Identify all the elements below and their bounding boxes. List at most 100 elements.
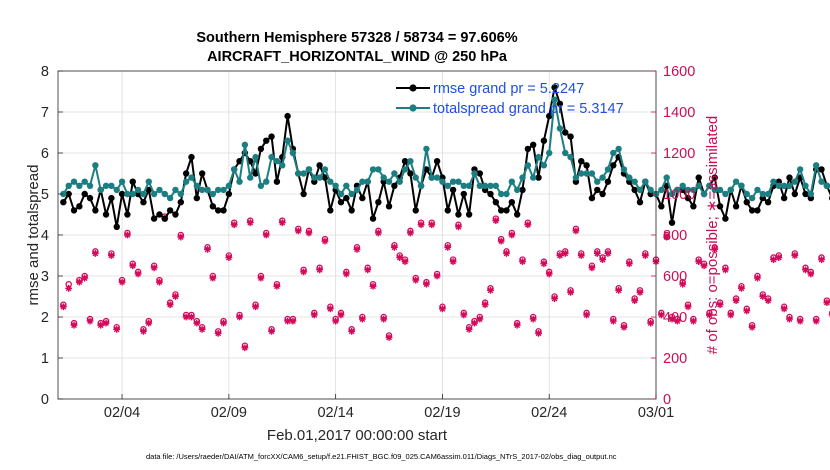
rmse-point [348,207,355,214]
totalspread-point [439,178,446,185]
totalspread-point [156,186,163,194]
rmse-point [594,186,601,194]
totalspread-point [76,182,83,189]
totalspread-point [695,182,702,189]
nused-point [727,311,735,319]
totalspread-point [503,190,510,198]
y-tick-label: 5 [41,187,49,203]
totalspread-point [124,190,131,198]
totalspread-point [529,174,537,181]
nused-point [529,315,537,323]
nused-point [673,317,681,325]
nused-point [695,258,703,266]
rmse-point [423,166,430,173]
totalspread-point [268,153,275,161]
nused-point [540,260,548,268]
totalspread-point [668,190,676,198]
nused-point [369,282,377,290]
x-tick-label: 02/19 [424,405,460,421]
totalspread-point [86,182,94,189]
totalspread-point [311,174,318,181]
totalspread-point [700,190,708,198]
nused-point [97,321,105,329]
totalspread-point [252,153,259,161]
totalspread-point [551,96,558,103]
rmse-point [748,207,756,214]
totalspread-point [129,190,136,198]
rmse-point [668,219,676,226]
rmse-point [401,158,409,165]
totalspread-point [663,174,670,181]
nused-point [423,280,430,288]
rmse-point [108,194,115,202]
totalspread-point [353,186,361,194]
nused-point [294,227,302,235]
x-tick-label: 02/24 [531,405,567,421]
nused-point [503,250,510,257]
totalspread-point [204,186,211,194]
rmse-point [562,129,569,136]
rmse-point [140,199,147,206]
totalspread-point [631,178,638,185]
rmse-point [166,207,174,214]
totalspread-point [465,182,473,189]
rmse-point [636,199,644,206]
nused-point [732,297,740,304]
nused-point [599,256,607,263]
nused-point [102,319,110,327]
nused-point [342,270,350,278]
nused-point [278,219,286,227]
nused-point [321,237,329,245]
nused-point [348,327,356,335]
legend-rmse-marker [409,84,417,92]
nused-point [81,274,89,282]
rmse-point [225,190,233,198]
nused-point [316,266,324,274]
totalspread-point [65,182,72,189]
nused-point [455,223,462,231]
nused-point [577,252,585,259]
nused-point [497,237,505,245]
totalspread-point [636,186,644,194]
totalspread-point [722,190,729,198]
nused-point [545,270,553,278]
totalspread-point [524,162,532,169]
rmse-point [129,178,136,185]
nused-point [668,315,676,323]
totalspread-point [738,182,745,189]
nused-point [284,317,291,325]
rmse-point [76,203,83,210]
rmse-point [375,199,382,206]
totalspread-point [711,186,718,194]
rmse-point [551,84,558,91]
totalspread-point [690,186,697,194]
nused-point [433,272,441,280]
y2-tick-label: 1600 [663,64,695,80]
rmse-point [519,186,526,194]
totalspread-point [396,178,403,185]
nused-point [198,325,206,333]
totalspread-point [401,166,409,173]
totalspread-point [348,190,355,198]
totalspread-point [455,178,462,185]
rmse-point [124,211,131,218]
rmse-point [273,178,281,185]
y2-tick-label: 1400 [663,105,695,121]
totalspread-point [247,174,254,181]
nused-point [780,305,788,313]
rmse-point [177,199,185,206]
totalspread-point [412,174,419,181]
totalspread-point [428,174,435,181]
rmse-point [220,207,227,214]
totalspread-point [476,182,484,189]
totalspread-point [220,186,227,194]
nused-point [722,266,729,274]
totalspread-point [460,182,467,189]
totalspread-point [572,174,580,181]
nused-point [220,319,227,327]
nused-point [716,301,724,309]
totalspread-point [321,166,329,173]
nused-point [492,217,500,225]
nused-point [358,315,366,323]
rmse-point [476,170,484,177]
